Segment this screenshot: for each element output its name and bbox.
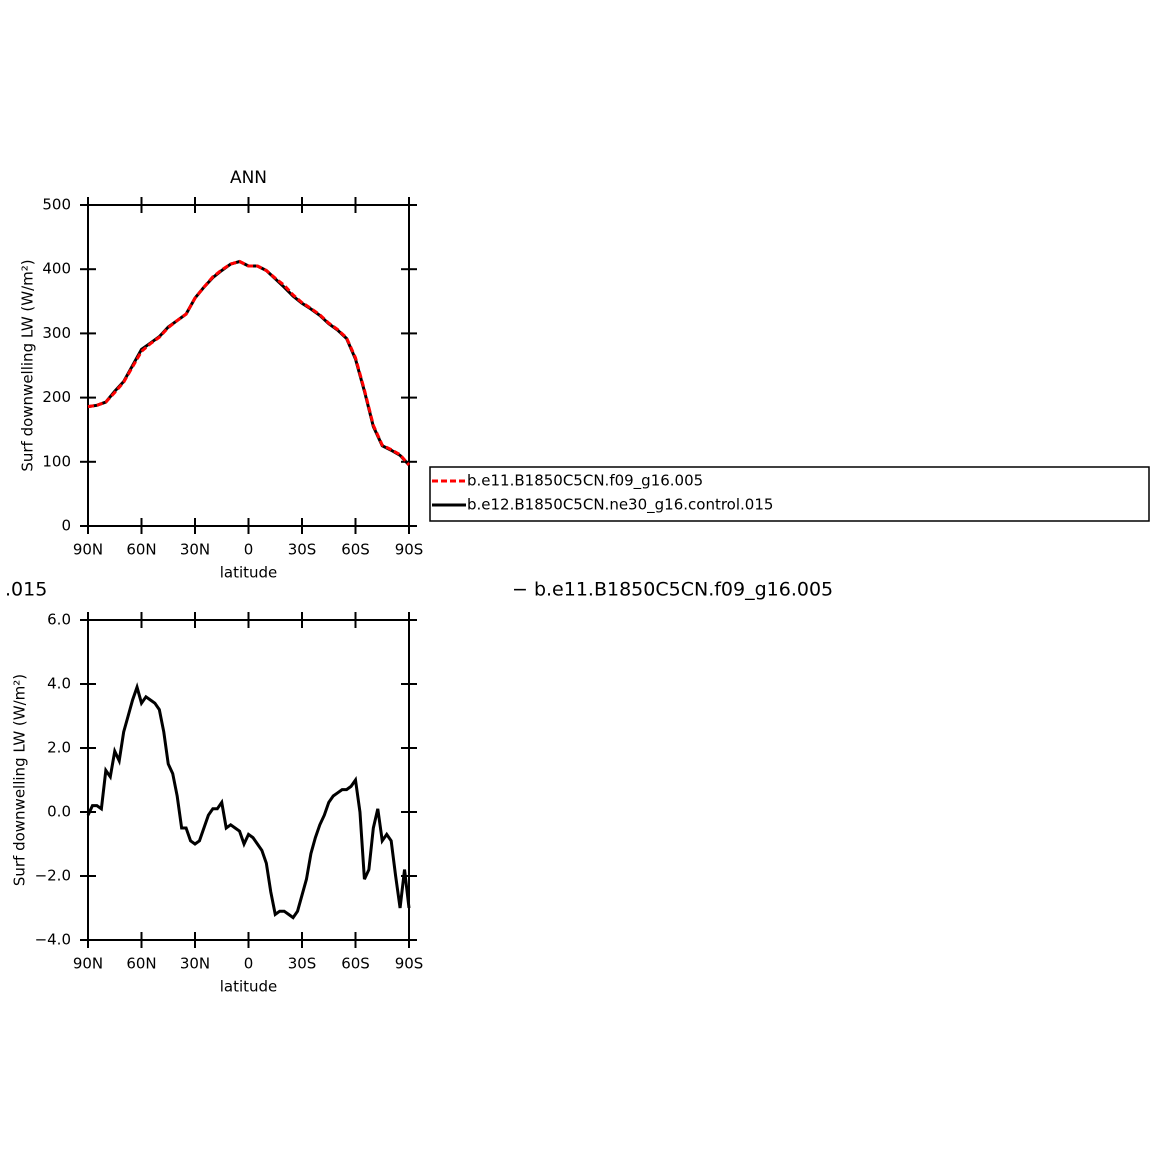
x-tick-label: 30N [180, 541, 210, 559]
x-tick-label: 60N [126, 955, 156, 973]
y-tick-label: 0.0 [47, 803, 71, 821]
annotation: .015 [5, 579, 47, 601]
plot-frame [87, 619, 410, 941]
x-tick-label: 90S [395, 541, 424, 559]
legend-label: b.e11.B1850C5CN.f09_g16.005 [467, 472, 703, 491]
y-tick-label: −4.0 [35, 931, 71, 949]
y-tick-label: 4.0 [47, 675, 71, 693]
y-axis-label: Surf downwelling LW (W/m²) [19, 259, 37, 471]
data-line [86, 682, 411, 920]
x-axis-label: latitude [220, 564, 278, 582]
y-tick-label: 200 [42, 388, 71, 406]
y-tick-label: 300 [42, 324, 71, 342]
annotation: − b.e11.B1850C5CN.f09_g16.005 [512, 579, 833, 601]
y-axis-label: Surf downwelling LW (W/m²) [11, 674, 29, 886]
y-tick-label: 100 [42, 452, 71, 470]
x-tick-label: 0 [244, 541, 254, 559]
plot-frame [87, 204, 410, 527]
y-tick-label: 500 [42, 196, 71, 214]
y-tick-label: 0 [61, 517, 71, 535]
x-tick-label: 60N [126, 541, 156, 559]
y-tick-label: −2.0 [35, 867, 71, 885]
y-tick-label: 6.0 [47, 611, 71, 629]
data-line [87, 259, 411, 466]
x-tick-label: 60S [341, 955, 370, 973]
x-tick-label: 90N [73, 541, 103, 559]
y-tick-label: 2.0 [47, 739, 71, 757]
x-tick-label: 30S [288, 955, 317, 973]
chart-title: ANN [230, 168, 267, 188]
x-tick-label: 60S [341, 541, 370, 559]
x-axis-label: latitude [220, 978, 278, 996]
y-tick-label: 400 [42, 260, 71, 278]
x-tick-label: 30N [180, 955, 210, 973]
legend-box [429, 466, 1150, 522]
x-tick-label: 0 [244, 955, 254, 973]
legend-label: b.e12.B1850C5CN.ne30_g16.control.015 [467, 496, 773, 515]
x-tick-label: 90N [73, 955, 103, 973]
x-tick-label: 30S [288, 541, 317, 559]
x-tick-label: 90S [395, 955, 424, 973]
